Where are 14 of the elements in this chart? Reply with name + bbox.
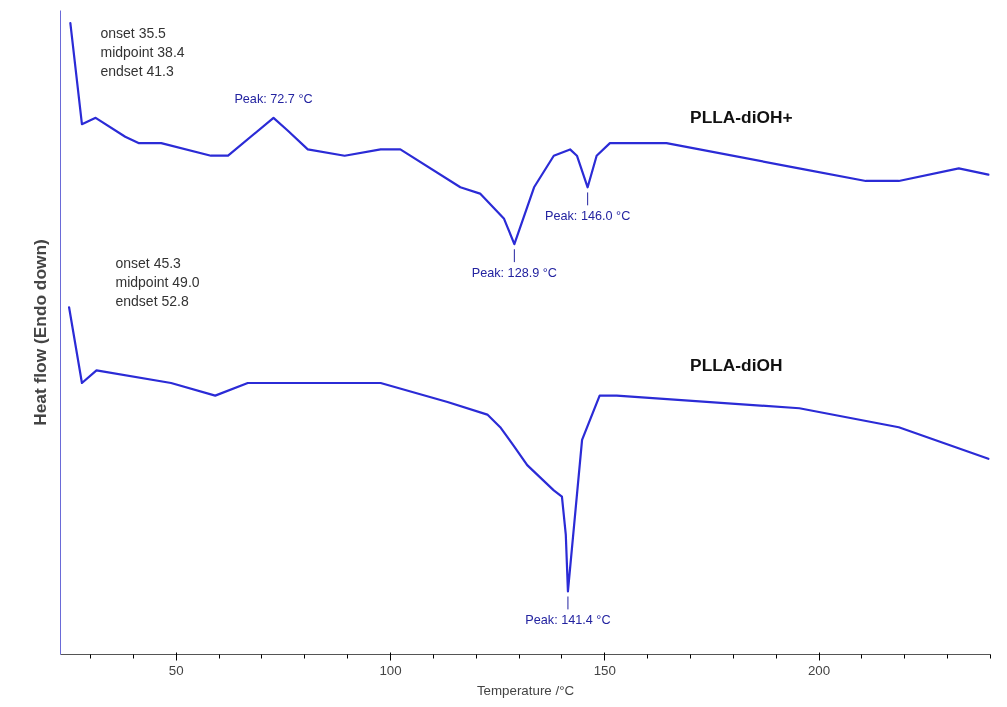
x-axis-title: Temperature /°C	[476, 682, 575, 698]
annotation: Peak: 141.4 °C	[525, 613, 611, 628]
x-tick-label: 100	[379, 662, 402, 678]
annotation: Peak: 72.7 °C	[234, 91, 313, 106]
series-label: PLLA-diOH	[690, 355, 783, 376]
y-axis-title: Heat flow (Endo down)	[29, 239, 50, 426]
series-label: PLLA-diOH+	[690, 107, 793, 128]
annotation: onset 35.5 midpoint 38.4 endset 41.3	[100, 24, 185, 79]
annotation: Peak: 128.9 °C	[471, 266, 557, 281]
x-tick-label: 50	[168, 662, 184, 678]
x-tick-label: 150	[593, 662, 616, 678]
annotation: Peak: 146.0 °C	[545, 209, 631, 224]
annotation: onset 45.3 midpoint 49.0 endset 52.8	[115, 254, 200, 309]
x-tick-label: 200	[807, 662, 831, 678]
